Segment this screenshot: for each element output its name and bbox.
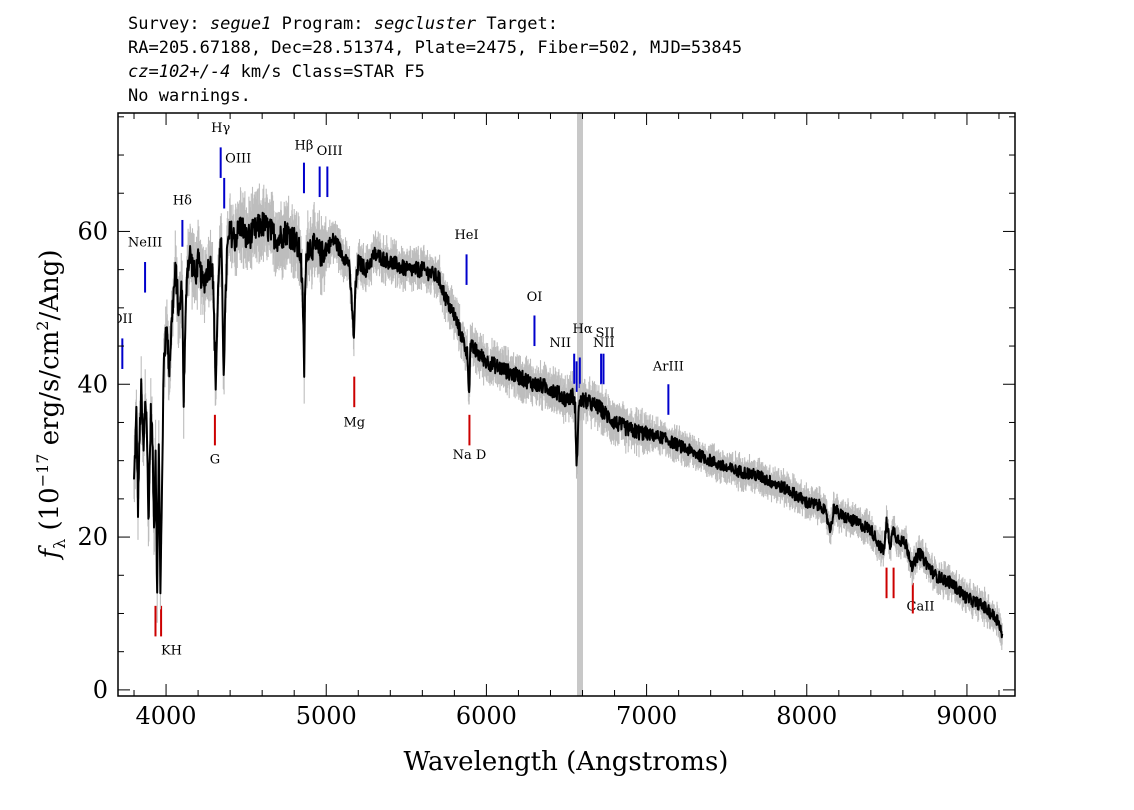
emission-line-label: Hβ bbox=[295, 139, 314, 154]
flux-line bbox=[133, 211, 1004, 639]
emission-line-label: SII bbox=[596, 326, 615, 341]
x-tick-label: 7000 bbox=[616, 702, 677, 730]
emission-line-label: Hγ bbox=[211, 121, 230, 136]
program-label: Program: bbox=[281, 14, 364, 34]
flux-error-band bbox=[133, 183, 1003, 650]
x-tick-label: 9000 bbox=[936, 702, 997, 730]
y-tick-label: 40 bbox=[77, 370, 108, 398]
y-tick-label: 0 bbox=[93, 676, 108, 704]
emission-line-label: Hδ bbox=[173, 194, 192, 209]
emission-line-label: NeIII bbox=[128, 236, 162, 251]
target-label: Target: bbox=[486, 14, 558, 34]
spectrum-header: Survey: segue1 Program: segcluster Targe… bbox=[128, 12, 742, 108]
header-line-coordinates: RA=205.67188, Dec=28.51374, Plate=2475, … bbox=[128, 38, 743, 58]
absorption-line-label: KH bbox=[161, 644, 182, 659]
x-axis-title: Wavelength (Angstroms) bbox=[404, 747, 729, 777]
header-line-warnings: No warnings. bbox=[128, 86, 251, 106]
spectrum-data bbox=[133, 183, 1004, 650]
emission-line-label: OIII bbox=[225, 152, 251, 167]
y-tick-label: 20 bbox=[77, 523, 108, 551]
absorption-line-label: G bbox=[210, 453, 220, 468]
redshift-class: km/s Class=STAR F5 bbox=[230, 62, 425, 82]
emission-line-label: NII bbox=[593, 336, 615, 351]
x-tick-label: 8000 bbox=[776, 702, 837, 730]
axis-ticks: 4000 5000 6000 7000 8000 9000 0 20 40 60 bbox=[77, 113, 1015, 730]
emission-line-label: Hα bbox=[573, 322, 593, 337]
emission-line-label: OI bbox=[527, 290, 543, 305]
redshift-value: cz=102+/-4 bbox=[128, 62, 231, 82]
emission-line-label: NII bbox=[549, 336, 571, 351]
absorption-line-label: Na D bbox=[453, 448, 487, 463]
header-line-survey: Survey: segue1 Program: segcluster Targe… bbox=[128, 12, 742, 36]
emission-line-label: OII bbox=[112, 312, 133, 327]
x-tick-label: 6000 bbox=[456, 702, 517, 730]
x-tick-label: 5000 bbox=[296, 702, 357, 730]
y-tick-label: 60 bbox=[77, 217, 108, 245]
emission-line-label: OIII bbox=[317, 144, 343, 159]
emission-line-label: HeI bbox=[454, 228, 478, 243]
survey-name: segue1 bbox=[209, 14, 272, 34]
absorption-line-label: CaII bbox=[907, 599, 935, 614]
absorption-line-label: Mg bbox=[343, 415, 365, 430]
x-tick-label: 4000 bbox=[136, 702, 197, 730]
program-name: segcluster bbox=[373, 14, 477, 34]
header-line-redshift: cz=102+/-4 km/s Class=STAR F5 bbox=[128, 60, 742, 84]
survey-label: Survey: bbox=[128, 14, 200, 34]
y-axis-title: fλ (10−17 erg/s/cm2/Ang) bbox=[33, 249, 69, 560]
emission-line-label: ArIII bbox=[652, 359, 684, 374]
plot-frame bbox=[117, 112, 1016, 697]
